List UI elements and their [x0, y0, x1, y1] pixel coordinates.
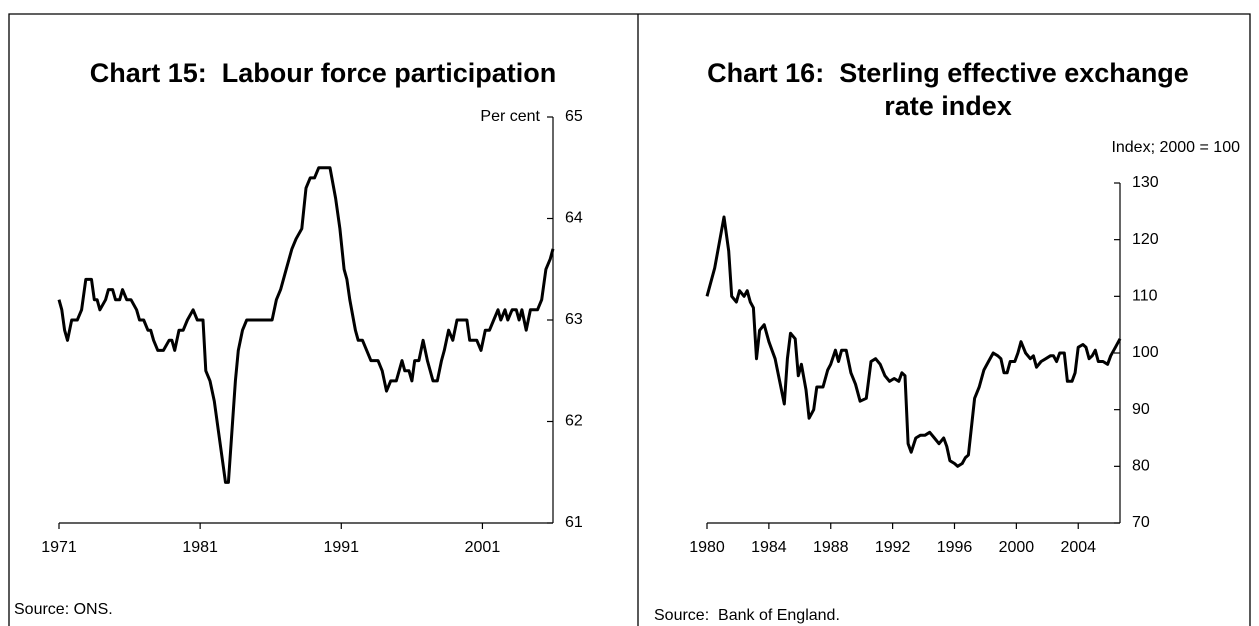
source-note: Source: ONS. [14, 601, 113, 618]
x-tick-label: 1980 [689, 539, 725, 556]
x-tick-label: 1984 [751, 539, 787, 556]
data-line [57, 166, 555, 484]
source-note: Source: Bank of England. [654, 607, 840, 624]
y-tick-label: 90 [1132, 401, 1150, 418]
x-tick-label: 1981 [182, 539, 218, 556]
y-tick-label: 62 [565, 413, 583, 430]
y-tick-label: 80 [1132, 458, 1150, 475]
y-tick-label: 120 [1132, 231, 1159, 248]
x-tick-label: 2000 [999, 539, 1035, 556]
y-tick-label: 70 [1132, 514, 1150, 531]
y-tick-label: 110 [1132, 288, 1158, 305]
y-axis-label: Per cent [480, 108, 540, 125]
y-tick-label: 100 [1132, 344, 1159, 361]
x-tick-label: 1991 [323, 539, 359, 556]
y-tick-label: 61 [565, 514, 583, 531]
y-tick-label: 64 [565, 210, 583, 227]
y-tick-label: 63 [565, 311, 583, 328]
x-tick-label: 1971 [41, 539, 77, 556]
chart-title: Chart 16: Sterling effective exchange [707, 58, 1189, 88]
panel-frame [8, 13, 1251, 626]
data-line [705, 215, 1122, 468]
x-tick-label: 1992 [875, 539, 911, 556]
chart-title: rate index [884, 91, 1012, 121]
y-tick-label: 65 [565, 108, 583, 125]
y-tick-label: 130 [1132, 174, 1159, 191]
y-axis-label: Index; 2000 = 100 [1111, 139, 1240, 156]
x-tick-label: 1996 [937, 539, 973, 556]
x-tick-label: 2001 [465, 539, 501, 556]
x-tick-label: 2004 [1060, 539, 1096, 556]
chart-title: Chart 15: Labour force participation [90, 58, 557, 88]
x-tick-label: 1988 [813, 539, 849, 556]
